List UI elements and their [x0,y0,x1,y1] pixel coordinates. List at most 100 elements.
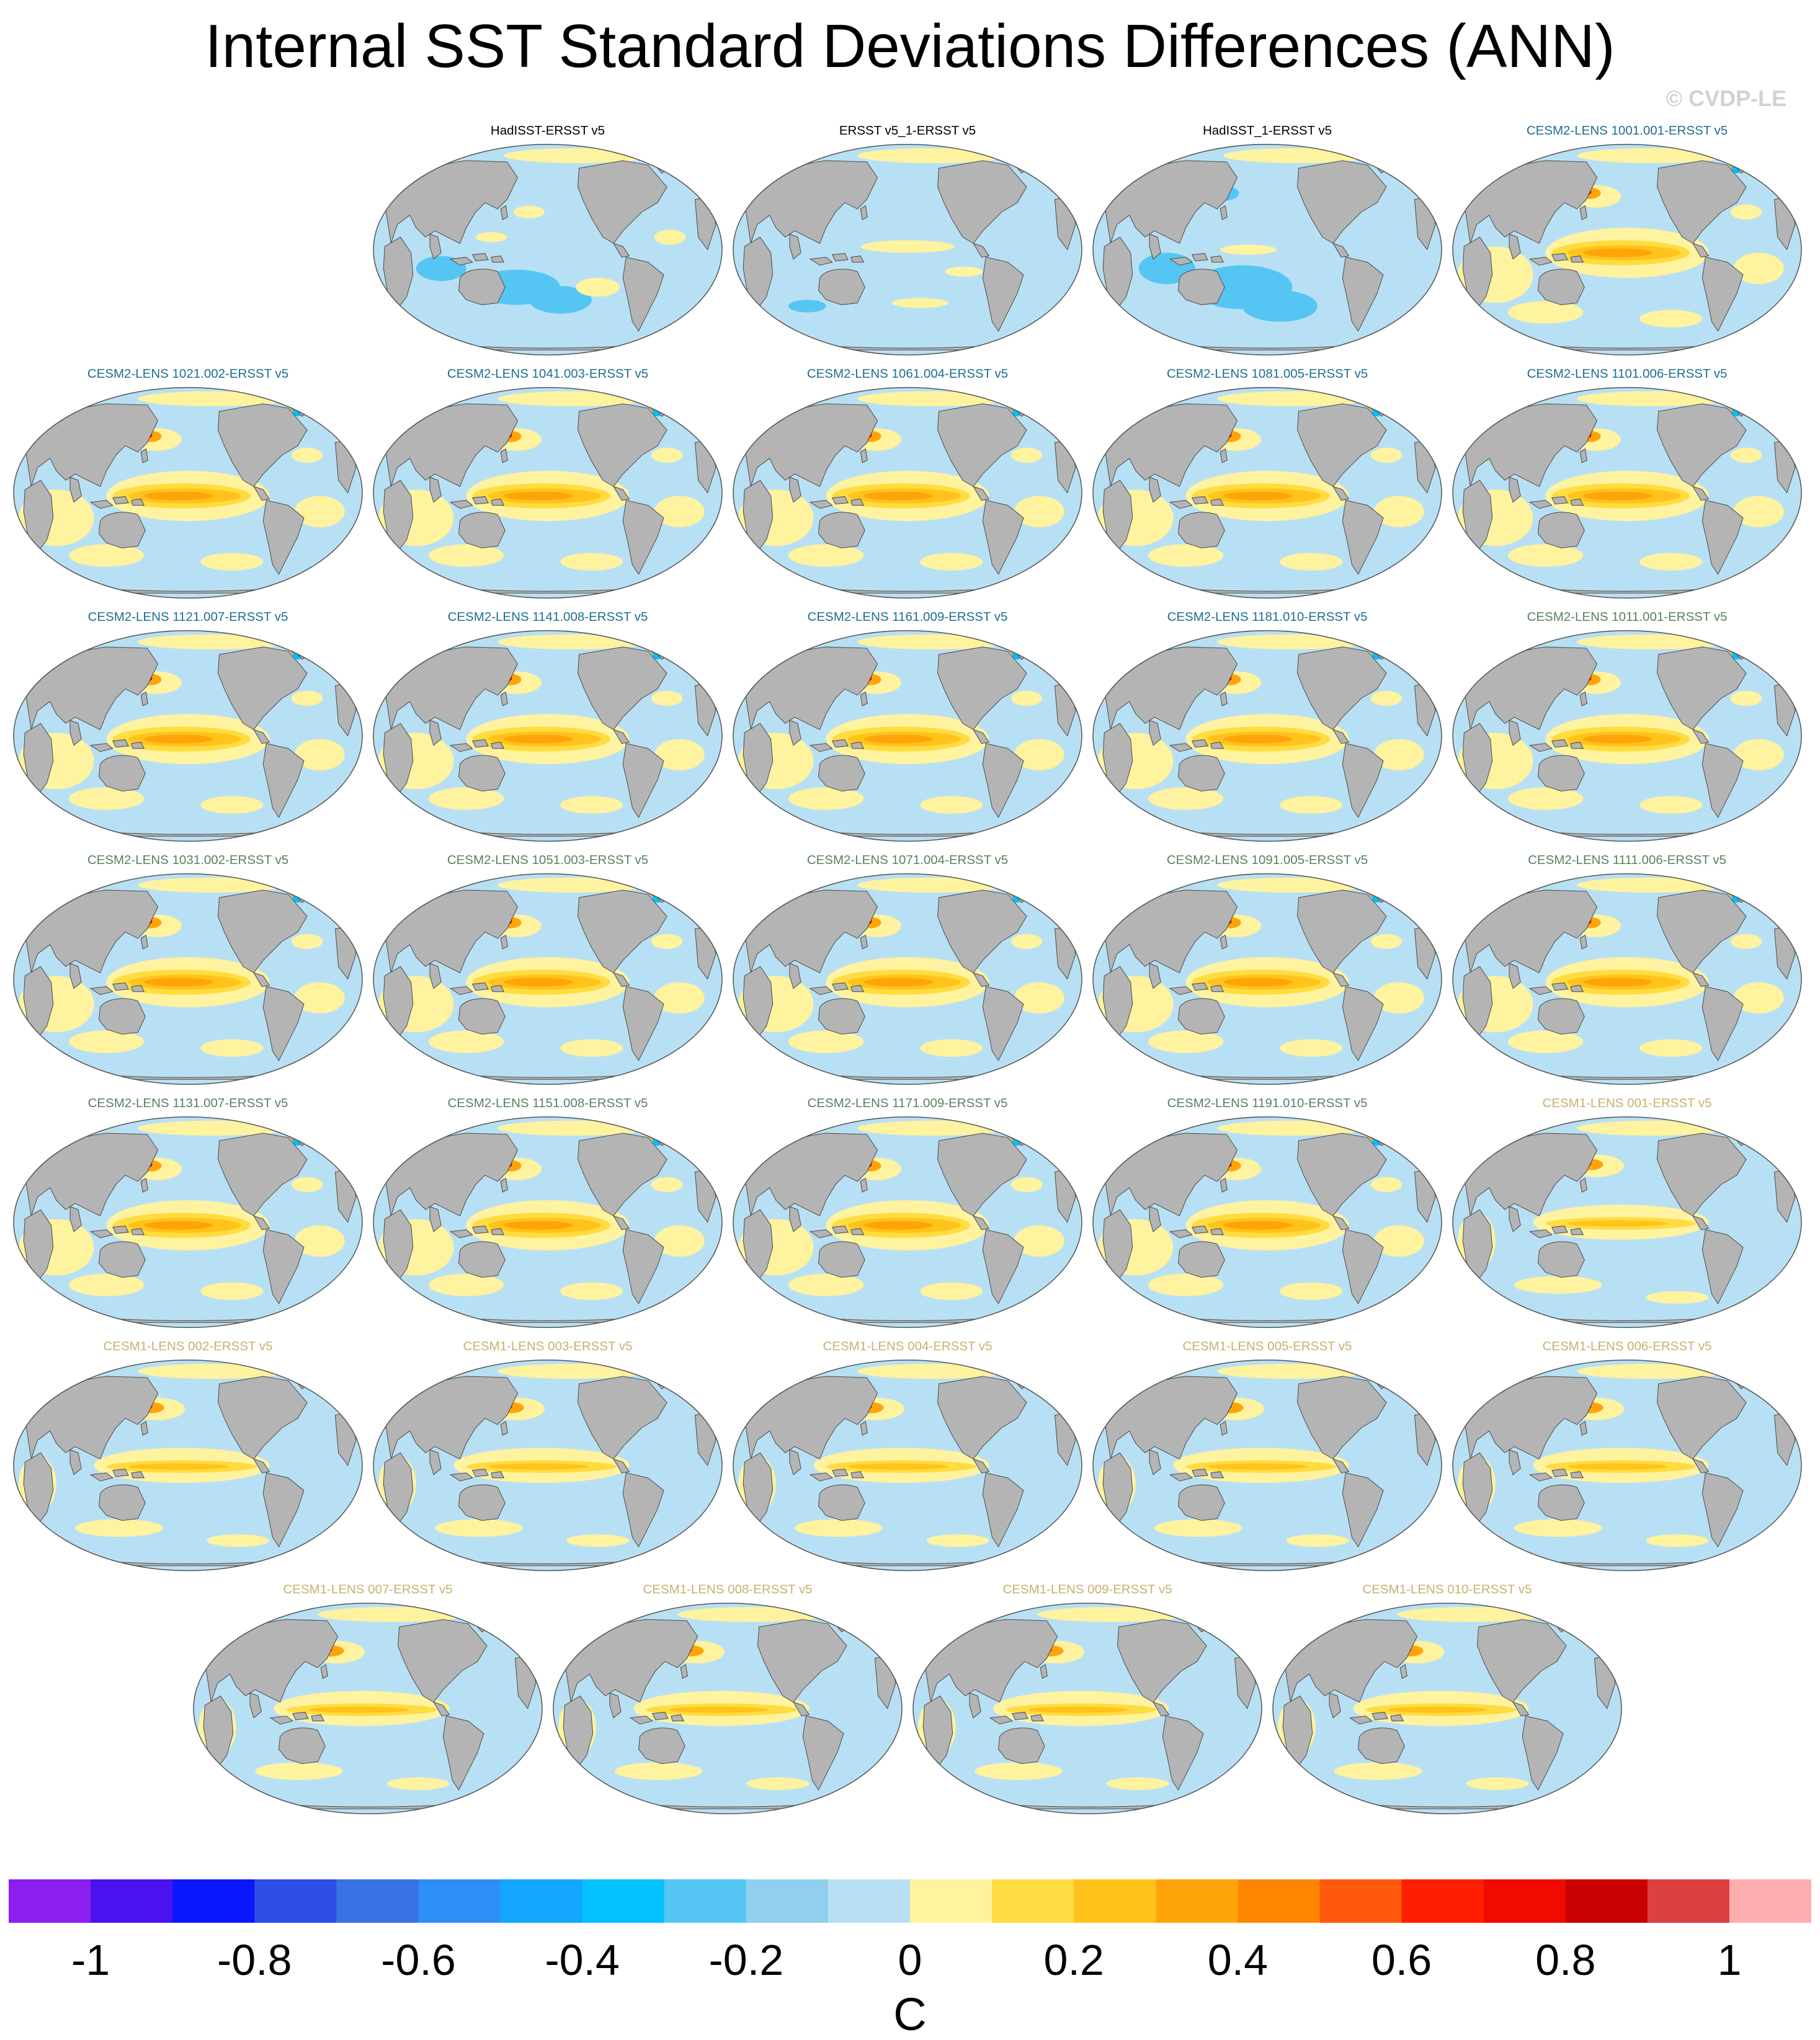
colorbar-tick-label: -0.2 [708,1936,784,1984]
map-panel: CESM1-LENS 001-ERSST v5 [1452,1095,1803,1331]
map-panel-title: CESM1-LENS 010-ERSST v5 [1362,1582,1532,1597]
map-panel-title: HadISST-ERSST v5 [490,123,605,138]
map-panel: CESM2-LENS 1131.007-ERSST v5 [12,1095,364,1331]
sst-difference-map [733,873,1082,1085]
map-panel: HadISST_1-ERSST v5 [1092,123,1443,359]
sst-difference-map [912,1602,1262,1815]
map-panel: CESM2-LENS 1061.004-ERSST v5 [732,366,1083,602]
map-panel-title: CESM2-LENS 1071.004-ERSST v5 [806,853,1009,867]
colorbar-tick-label: 0.2 [1043,1936,1104,1984]
sst-difference-map [373,630,723,842]
sst-difference-map [13,1116,363,1329]
map-panel: CESM2-LENS 1181.010-ERSST v5 [1092,609,1443,845]
map-panel-title: CESM2-LENS 1001.001-ERSST v5 [1526,123,1728,138]
colorbar-box [1483,1879,1566,1923]
map-panel: CESM2-LENS 1071.004-ERSST v5 [732,852,1083,1088]
colorbar-tick-label: 1 [1717,1936,1742,1984]
map-panel: CESM2-LENS 1101.006-ERSST v5 [1452,366,1803,602]
map-panel: CESM2-LENS 1041.003-ERSST v5 [372,366,723,602]
colorbar-tick-label: -0.4 [545,1936,620,1984]
sst-difference-map [1092,630,1442,842]
map-panel-title: CESM1-LENS 006-ERSST v5 [1542,1339,1712,1353]
colorbar-box [91,1879,173,1923]
map-panel-title: CESM2-LENS 1161.009-ERSST v5 [807,610,1008,624]
map-panel-title: CESM2-LENS 1051.003-ERSST v5 [447,853,649,867]
map-panel-title: CESM2-LENS 1141.008-ERSST v5 [447,610,648,624]
map-panel: CESM1-LENS 002-ERSST v5 [12,1338,364,1574]
map-panel: CESM2-LENS 1191.010-ERSST v5 [1092,1095,1443,1331]
sst-difference-map [1452,630,1802,842]
colorbar-box [827,1879,911,1923]
sst-difference-map [373,1116,723,1329]
colorbar-tick-label: 0 [898,1936,922,1984]
colorbar-box [1401,1879,1484,1923]
sst-difference-map [1092,386,1442,599]
sst-difference-map [733,386,1082,599]
colorbar-box [746,1879,829,1923]
map-panel: CESM2-LENS 1081.005-ERSST v5 [1092,366,1443,602]
map-panel-title: CESM1-LENS 005-ERSST v5 [1182,1339,1352,1353]
map-panel-title: CESM2-LENS 1091.005-ERSST v5 [1166,853,1368,867]
colorbar-box [9,1879,91,1923]
colorbar-box [254,1879,337,1923]
map-panel: CESM2-LENS 1091.005-ERSST v5 [1092,852,1443,1088]
sst-difference-map [733,143,1082,356]
map-panel: HadISST-ERSST v5 [372,123,723,359]
map-panel: CESM2-LENS 1051.003-ERSST v5 [372,852,723,1088]
colorbar-box [418,1879,501,1923]
map-panel-title: CESM1-LENS 004-ERSST v5 [823,1339,993,1353]
map-panel: ERSST v5_1-ERSST v5 [732,123,1083,359]
colorbar-tick-label: -0.8 [216,1936,292,1984]
sst-difference-map [13,873,363,1085]
sst-difference-map [373,1359,723,1572]
figure-title: Internal SST Standard Deviations Differe… [205,12,1615,80]
colorbar-box [664,1879,747,1923]
sst-difference-map [193,1602,543,1815]
colorbar-box [992,1879,1074,1923]
sst-difference-map [1272,1602,1622,1815]
map-panel-title: HadISST_1-ERSST v5 [1202,123,1332,138]
colorbar-tick-label: 0.6 [1371,1936,1432,1984]
map-panel-title: CESM1-LENS 002-ERSST v5 [103,1339,273,1353]
map-panel-title: CESM2-LENS 1191.010-ERSST v5 [1167,1096,1368,1110]
colorbar-box [1238,1879,1320,1923]
map-panel: CESM2-LENS 1111.006-ERSST v5 [1452,852,1803,1088]
colorbar-box [336,1879,419,1923]
colorbar-box [500,1879,583,1923]
map-panel-title: CESM2-LENS 1081.005-ERSST v5 [1166,367,1368,381]
colorbar-box [1074,1879,1156,1923]
map-panel: CESM1-LENS 004-ERSST v5 [732,1338,1083,1574]
colorbar-units: C [893,1989,927,2040]
colorbar-box [1647,1879,1730,1923]
sst-difference-map [1092,1116,1442,1329]
colorbar-tick-label: -0.6 [381,1936,456,1984]
sst-difference-map [733,1359,1082,1572]
sst-difference-map [1452,143,1802,356]
sst-difference-map [733,630,1082,842]
sst-difference-map [1452,873,1802,1085]
sst-difference-map [1092,1359,1442,1572]
map-panel-title: ERSST v5_1-ERSST v5 [839,123,976,138]
colorbar-box [910,1879,993,1923]
map-panel-title: CESM2-LENS 1151.008-ERSST v5 [447,1096,648,1110]
map-panel: CESM2-LENS 1151.008-ERSST v5 [372,1095,723,1331]
map-panel: CESM1-LENS 005-ERSST v5 [1092,1338,1443,1574]
colorbar-box [1319,1879,1403,1923]
sst-difference-map [373,143,723,356]
sst-difference-map [13,1359,363,1572]
map-panel: CESM1-LENS 008-ERSST v5 [552,1582,903,1817]
map-panel: CESM1-LENS 007-ERSST v5 [192,1582,543,1817]
colorbar-box [582,1879,665,1923]
map-panel-title: CESM2-LENS 1011.001-ERSST v5 [1527,610,1728,624]
sst-difference-map [733,1116,1082,1329]
map-panel: CESM2-LENS 1011.001-ERSST v5 [1452,609,1803,845]
sst-difference-map [1452,1116,1802,1329]
map-panel: CESM2-LENS 1021.002-ERSST v5 [12,366,364,602]
colorbar-tick-label: 0.8 [1535,1936,1596,1984]
colorbar-tick-label: 0.4 [1207,1936,1269,1984]
colorbar-tick-label: -1 [71,1936,110,1984]
map-panel-title: CESM1-LENS 009-ERSST v5 [1002,1582,1172,1597]
map-panel-title: CESM1-LENS 007-ERSST v5 [283,1582,453,1597]
colorbar-box [1729,1879,1811,1923]
sst-difference-map [373,873,723,1085]
